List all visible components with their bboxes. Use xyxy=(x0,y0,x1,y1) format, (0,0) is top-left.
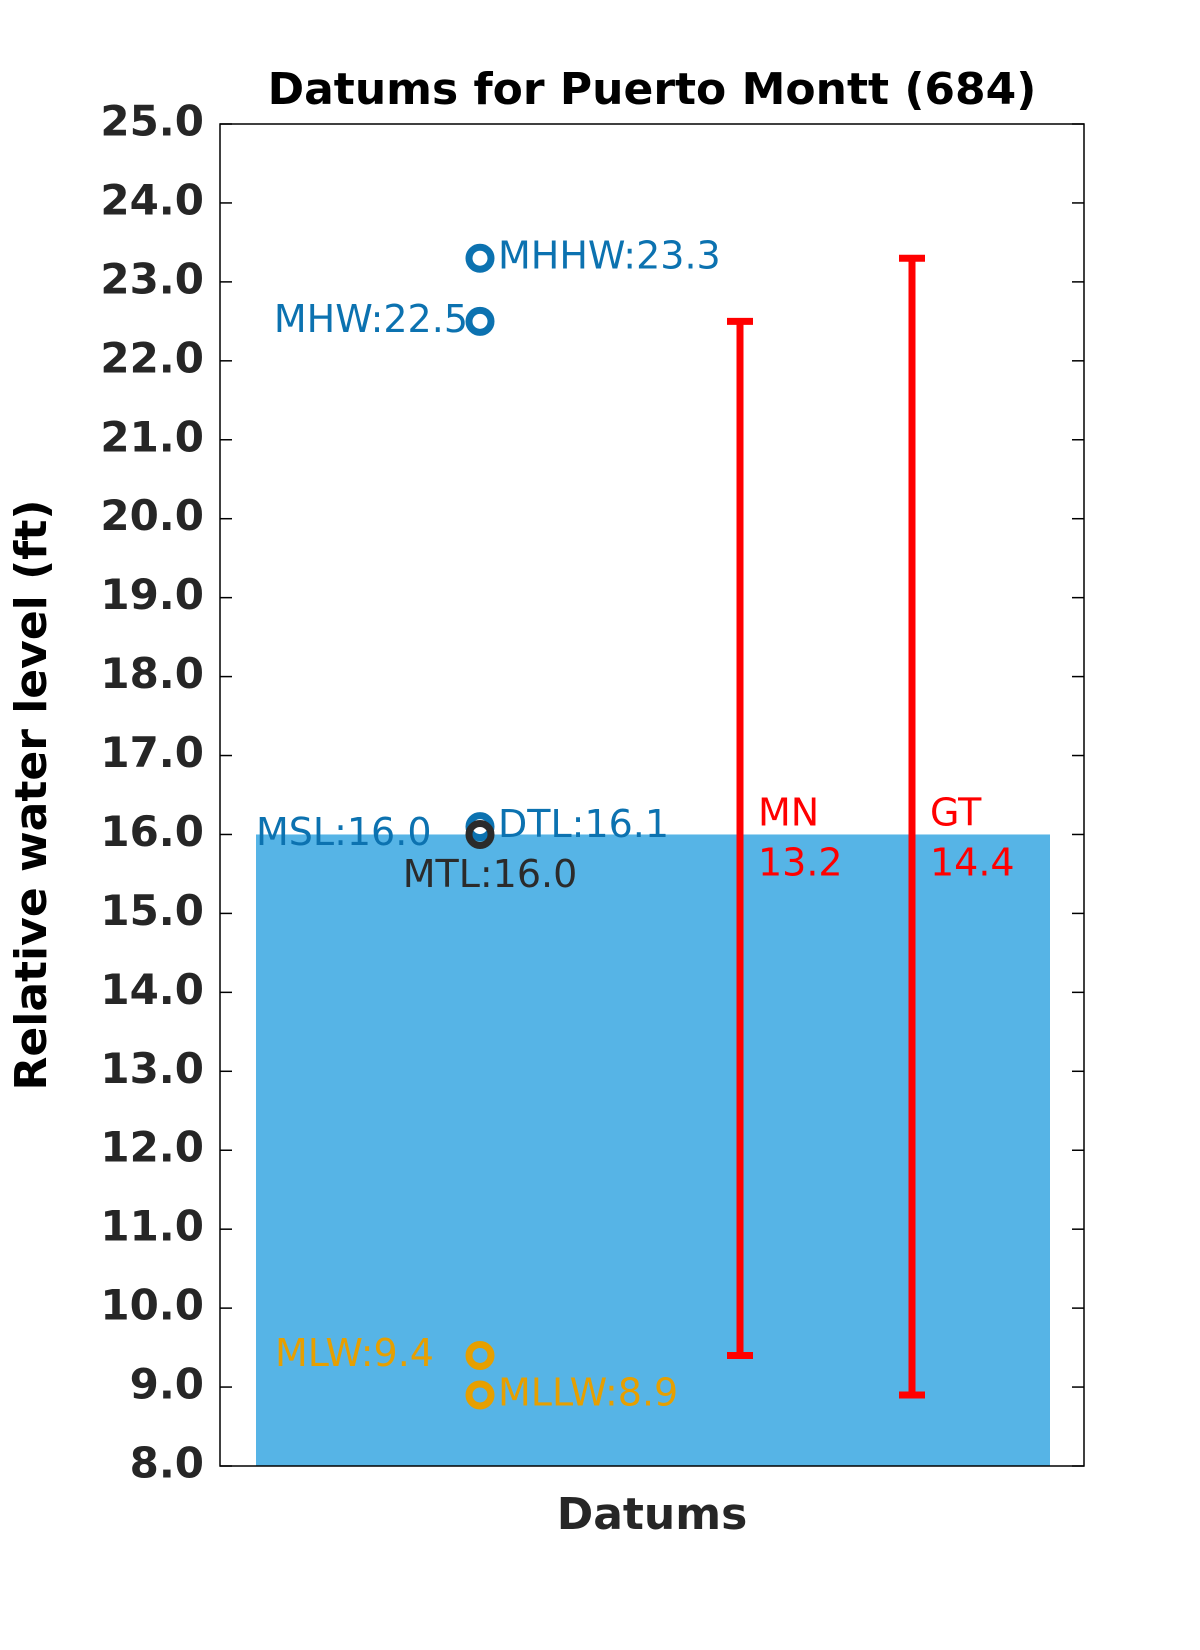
range-value: 14.4 xyxy=(930,841,1015,885)
chart-title: Datums for Puerto Montt (684) xyxy=(268,64,1037,115)
datum-label: MLLW:8.9 xyxy=(498,1370,678,1414)
datum-point xyxy=(465,1340,495,1370)
y-tick-label: 17.0 xyxy=(100,728,204,777)
msl-bar xyxy=(256,834,1050,1466)
y-tick-label: 21.0 xyxy=(100,412,204,461)
datum-label: MHHW:23.3 xyxy=(498,234,721,278)
x-axis-label: Datums xyxy=(557,1489,748,1540)
datum-point xyxy=(465,1380,495,1410)
bar-label: MSL:16.0 xyxy=(256,810,432,854)
datum-point xyxy=(465,306,495,336)
datum-label: DTL:16.1 xyxy=(498,802,669,846)
plot-frame xyxy=(219,123,1085,1467)
y-tick-label: 23.0 xyxy=(100,254,204,303)
datum-label: MLW:9.4 xyxy=(275,1331,434,1375)
datum-point xyxy=(465,819,495,849)
y-tick-label: 15.0 xyxy=(100,886,204,935)
y-tick-label: 18.0 xyxy=(100,649,204,698)
y-tick-label: 24.0 xyxy=(100,175,204,224)
y-tick-label: 11.0 xyxy=(100,1202,204,1251)
y-tick-label: 25.0 xyxy=(100,97,204,146)
datum-label: MHW:22.5 xyxy=(274,297,468,341)
y-tick-label: 16.0 xyxy=(100,807,204,856)
y-tick-label: 20.0 xyxy=(100,491,204,540)
y-tick-label: 10.0 xyxy=(100,1281,204,1330)
y-tick-label: 8.0 xyxy=(130,1439,204,1488)
range-name: GT xyxy=(930,791,982,835)
range-name: MN xyxy=(758,791,819,835)
datum-label: MTL:16.0 xyxy=(403,852,578,896)
y-tick-label: 12.0 xyxy=(100,1123,204,1172)
y-tick-label: 9.0 xyxy=(130,1360,204,1409)
y-tick-label: 13.0 xyxy=(100,1044,204,1093)
range-value: 13.2 xyxy=(758,841,843,885)
y-axis-label: Relative water level (ft) xyxy=(6,500,57,1091)
y-tick-label: 19.0 xyxy=(100,570,204,619)
datum-point xyxy=(465,243,495,273)
y-tick-label: 22.0 xyxy=(100,333,204,382)
y-tick-label: 14.0 xyxy=(100,965,204,1014)
